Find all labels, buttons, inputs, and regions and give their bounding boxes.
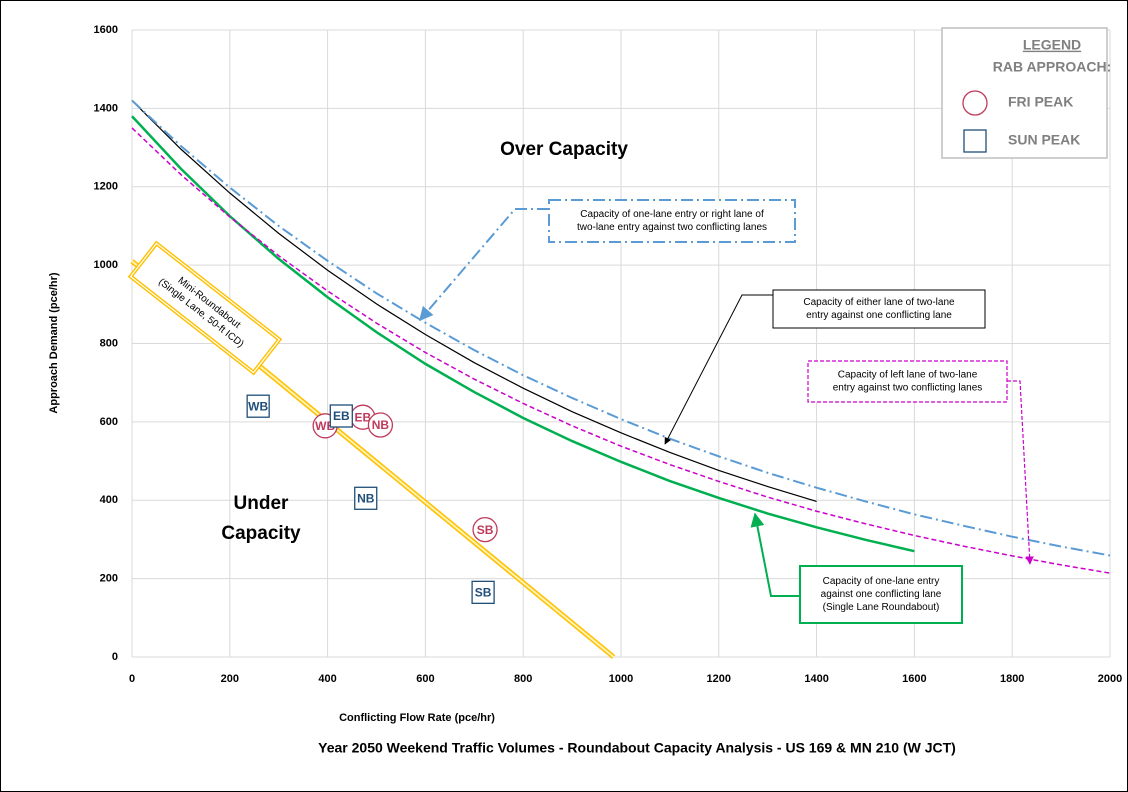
callout-text: entry against two conflicting lanes	[833, 383, 983, 394]
marker	[329, 404, 353, 428]
marker	[354, 486, 378, 510]
callout-arrow	[1007, 380, 1034, 565]
y-tick-label: 1400	[94, 102, 118, 114]
callout-box	[799, 565, 963, 624]
callout-text: Capacity of one-lane entry	[823, 576, 940, 587]
callout-text: entry against one conflicting lane	[806, 310, 952, 321]
mini-box-inner	[129, 242, 281, 374]
callout-box	[807, 360, 1008, 403]
y-tick-label: 1600	[94, 24, 118, 36]
y-tick-label: 600	[100, 416, 118, 428]
annotation: Over Capacity	[500, 139, 628, 160]
x-tick-label: 1000	[609, 673, 633, 685]
legend-title: LEGEND	[1023, 37, 1081, 53]
y-tick-label: 200	[100, 573, 118, 585]
annotation: Under	[234, 493, 290, 514]
marker-label: SB	[475, 586, 492, 600]
x-axis-label: Conflicting Flow Rate (pce/hr)	[339, 712, 495, 724]
y-tick-label: 1200	[94, 181, 118, 193]
y-axis-label: Approach Demand (pce/hr)	[48, 272, 60, 414]
x-tick-label: 2000	[1098, 673, 1122, 685]
curve	[131, 99, 1111, 557]
marker	[246, 394, 270, 418]
y-tick-label: 1000	[94, 259, 118, 271]
y-tick-label: 0	[112, 651, 118, 663]
x-tick-label: 1800	[1000, 673, 1024, 685]
marker-label: NB	[372, 418, 390, 432]
curve	[131, 127, 1111, 574]
callout-text: Capacity of left lane of two-lane	[838, 370, 978, 381]
marker	[963, 129, 987, 153]
marker	[962, 90, 988, 116]
x-tick-label: 800	[514, 673, 532, 685]
callout-text: Capacity of either lane of two-lane	[803, 297, 955, 308]
y-tick-label: 400	[100, 494, 118, 506]
legend-label: SUN PEAK	[1008, 132, 1080, 148]
chart-title: Year 2050 Weekend Traffic Volumes - Roun…	[318, 740, 956, 756]
marker-label: WB	[248, 399, 268, 413]
callout-box	[772, 289, 986, 329]
callout-text: Capacity of one-lane entry or right lane…	[580, 209, 764, 220]
x-tick-label: 1200	[707, 673, 731, 685]
callout-arrow	[419, 208, 549, 322]
callout-text: against one conflicting lane	[821, 589, 942, 600]
marker	[472, 516, 498, 543]
callout-arrow	[664, 294, 773, 445]
annotation: Capacity	[221, 523, 301, 544]
marker-label: SB	[477, 523, 494, 537]
callout-arrow	[750, 512, 800, 597]
callout-text: (Single Lane Roundabout)	[823, 602, 940, 613]
callout-text: two-lane entry against two conflicting l…	[577, 222, 767, 233]
y-tick-label: 800	[100, 337, 118, 349]
x-tick-label: 600	[416, 673, 434, 685]
x-tick-label: 1600	[902, 673, 926, 685]
x-tick-label: 400	[318, 673, 336, 685]
callout-box	[548, 199, 796, 243]
marker	[367, 412, 394, 438]
curve	[131, 100, 817, 502]
marker-label: EB	[354, 410, 371, 424]
x-tick-label: 0	[129, 673, 135, 685]
marker	[471, 580, 495, 604]
curve	[131, 115, 915, 553]
x-tick-label: 1400	[804, 673, 828, 685]
legend-label: FRI PEAK	[1008, 94, 1073, 110]
marker-label: EB	[333, 409, 350, 423]
marker-label: NB	[357, 491, 375, 505]
x-tick-label: 200	[221, 673, 239, 685]
legend-subtitle: RAB APPROACH:	[993, 59, 1111, 75]
